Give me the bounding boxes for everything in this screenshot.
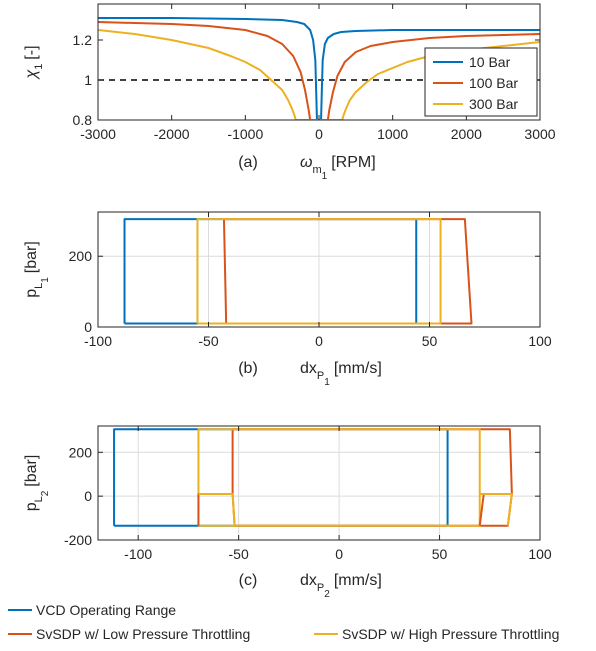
x-tick-label: 50 <box>432 546 448 562</box>
y-tick-label: 0 <box>84 488 92 504</box>
legend-a-label-2: 300 Bar <box>469 96 518 112</box>
figure-legend: VCD Operating Range SvSDP w/ Low Pressur… <box>8 602 559 642</box>
figure-legend-label-0: VCD Operating Range <box>36 602 176 618</box>
y-tick-label: 200 <box>69 248 93 264</box>
series-group <box>98 17 540 120</box>
x-tick-label: -100 <box>124 546 152 562</box>
series-line-0 <box>123 218 418 325</box>
x-tick-label: 0 <box>315 333 323 349</box>
panel-0: -3000 -2000 -1000 0 1000 2000 3000 0.8 1 1.2 (a) ωm… <box>23 3 556 182</box>
panel-2: -100 -50 0 50 100 -200 0 200 (c) dxP2[mm/s] pL2[ba… <box>23 425 552 600</box>
y-tick-label: 0 <box>84 319 92 335</box>
x-tick-label: -2000 <box>154 126 190 142</box>
series-line-2 <box>98 29 540 120</box>
y-tick-label: 0.8 <box>73 112 93 128</box>
figure-legend-label-1: SvSDP w/ Low Pressure Throttling <box>36 626 250 642</box>
series-group <box>123 218 473 325</box>
legend-a-label-1: 100 Bar <box>469 75 518 91</box>
x-tick-label: -100 <box>84 333 112 349</box>
series-line-3 <box>197 492 233 526</box>
legend-a-label-0: 10 Bar <box>469 54 511 70</box>
series-line-1 <box>231 428 513 527</box>
x-tick-label: 3000 <box>524 126 555 142</box>
series-line-5 <box>198 492 236 526</box>
series-line-0 <box>113 428 449 527</box>
y-tick-label: 1.2 <box>73 32 93 48</box>
series-line-6 <box>479 492 513 526</box>
x-tick-label: -3000 <box>80 126 116 142</box>
x-tick-label: 100 <box>528 546 552 562</box>
series-group <box>113 428 513 527</box>
panel-label: (b) <box>238 360 258 377</box>
x-tick-label: -50 <box>198 333 218 349</box>
x-tick-label: 2000 <box>451 126 482 142</box>
x-axis-label: ωm1[RPM] <box>300 154 376 182</box>
x-tick-label: 100 <box>528 333 552 349</box>
y-axis-label: pL2[bar] <box>23 455 51 512</box>
panel-label: (a) <box>238 154 258 171</box>
x-tick-label: -50 <box>229 546 249 562</box>
y-tick-label: 1 <box>84 72 92 88</box>
figure-legend-label-2: SvSDP w/ High Pressure Throttling <box>342 626 559 642</box>
panel-1: -100 -50 0 50 100 0 200 (b) dxP1[mm/s] pL1[bar] <box>23 211 552 388</box>
x-tick-label: 50 <box>422 333 438 349</box>
x-tick-label: 1000 <box>377 126 408 142</box>
series-line-1 <box>222 218 473 325</box>
panel-label: (c) <box>239 572 258 589</box>
axes-box <box>97 425 541 541</box>
x-tick-label: 0 <box>315 126 323 142</box>
y-axis-label: pL1[bar] <box>23 241 51 298</box>
legend-a: 10 Bar 100 Bar 300 Bar <box>424 47 538 117</box>
x-tick-label: 0 <box>335 546 343 562</box>
series-line-2 <box>196 218 442 325</box>
x-axis-label: dxP2[mm/s] <box>300 572 382 600</box>
y-tick-label: -200 <box>64 532 92 548</box>
series-line-0 <box>98 17 540 120</box>
x-axis-label: dxP1[mm/s] <box>300 360 382 388</box>
y-tick-label: 200 <box>69 444 93 460</box>
x-tick-label: -1000 <box>227 126 263 142</box>
series-line-1 <box>98 21 540 120</box>
series-line-4 <box>478 492 512 526</box>
y-axis-label: χ1[-] <box>23 45 45 80</box>
